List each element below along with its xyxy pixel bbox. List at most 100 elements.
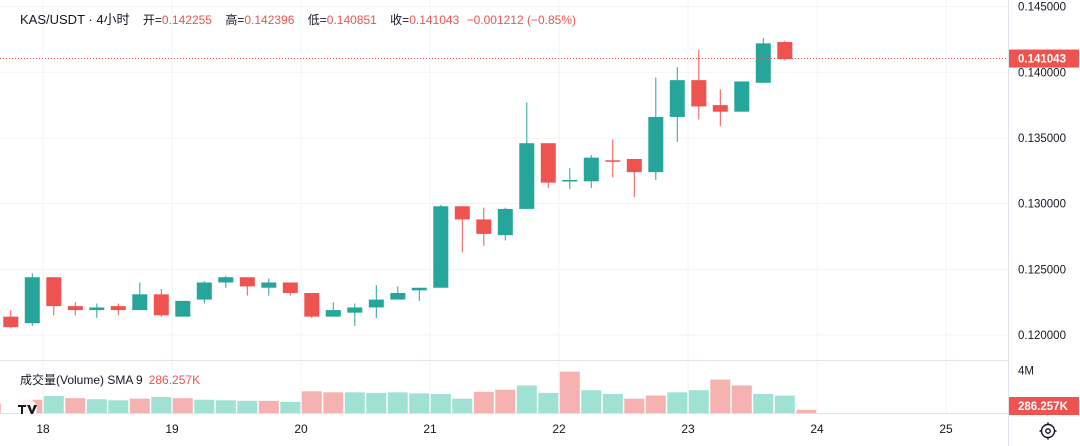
candle [239,277,255,296]
candle [175,300,191,317]
candle [347,303,363,326]
volume-bar [774,395,795,413]
volume-bar [624,398,645,413]
candle [282,282,298,296]
volume-bar [43,396,64,413]
volume-bar [194,399,215,413]
candle-body [605,160,621,162]
candle [583,155,599,188]
volume-bar [581,390,602,413]
candle [67,302,83,316]
price-tick-label: 0.125000 [1018,264,1066,276]
volume-bar [237,400,258,413]
candle [110,303,126,316]
candle-body [347,307,363,313]
price-tick-label: 0.140000 [1018,67,1066,79]
candle [368,285,384,318]
candle-body [218,277,234,283]
volume-bar [129,398,150,413]
candle [454,206,470,253]
candle-body [691,80,707,107]
volume-bar [430,393,451,413]
candle-body [196,282,212,300]
volume-bar [495,389,516,413]
price-tick-label: 0.120000 [1018,330,1066,342]
candle-body [153,294,169,316]
candle [325,302,341,317]
volume-bar [796,409,817,413]
candle-body [368,299,384,308]
time-tick-label: 23 [681,422,695,436]
candle-body [411,287,427,291]
symbol-title[interactable]: KAS/USDT · 4小时 [20,12,130,27]
last-price-label: 0.141043 [1018,54,1066,66]
volume-bar [688,390,709,413]
candle [304,292,320,318]
candle-body [433,206,449,288]
volume-bar [645,395,666,413]
close-value: 0.141043 [409,13,460,27]
candle [777,40,793,61]
last-price-tag [1009,49,1079,68]
candle-body [583,157,599,182]
candle-body [562,180,578,182]
last-volume-tag [1009,397,1079,415]
volume-bar [323,392,344,413]
change-value: −0.001212 (−0.85%) [466,13,577,27]
volume-bar [667,392,688,413]
volume-bar [86,399,107,413]
volume-bar [301,391,322,413]
candle [390,286,406,300]
candle [218,275,234,288]
candle-body [3,316,19,328]
candle-body [239,277,255,287]
time-tick-label: 20 [294,422,308,436]
candle [540,143,556,188]
volume-bar [366,392,387,413]
candle [734,81,750,112]
candle-body [175,300,191,317]
candle-body [454,206,470,220]
candle-body [261,282,277,288]
volume-bar [731,385,752,413]
time-tick-label: 18 [36,422,50,436]
low-label: 低= [307,13,327,27]
open-label: 开= [142,13,162,27]
candle-body [132,294,148,311]
candle-body [89,307,105,311]
volume-bar [65,398,86,413]
gear-icon[interactable] [1038,421,1058,441]
tradingview-logo-icon[interactable] [14,399,40,419]
candle-body [110,306,126,311]
volume-bar [280,401,301,413]
candle [196,281,212,304]
open-value: 0.142255 [161,13,212,27]
candle-body [325,310,341,317]
time-tick-label: 19 [165,422,179,436]
volume-indicator-label[interactable]: 成交量(Volume) SMA 9 [20,373,143,387]
candle-body [626,158,642,173]
volume-bar [452,398,473,413]
candle-body [497,208,513,236]
last-volume-label: 286.257K [1018,401,1069,413]
candle [669,67,685,142]
volume-bar [387,392,408,413]
candle [24,273,40,326]
volume-bar [753,393,774,413]
candle [605,139,621,178]
candle-body [304,292,320,317]
time-tick-label: 21 [423,422,437,436]
price-tick-label: 0.130000 [1018,199,1066,211]
high-value: 0.142396 [244,13,295,27]
candle [132,282,148,311]
candle-body [519,143,535,209]
volume-bar [516,385,537,413]
volume-indicator-value: 286.257K [148,373,201,387]
volume-tick-label: 4M [1018,366,1034,378]
candle-body [755,43,771,83]
volume-bar [559,371,580,413]
price-tick-label: 0.135000 [1018,133,1066,145]
candle [755,38,771,83]
candle-body [67,306,83,311]
